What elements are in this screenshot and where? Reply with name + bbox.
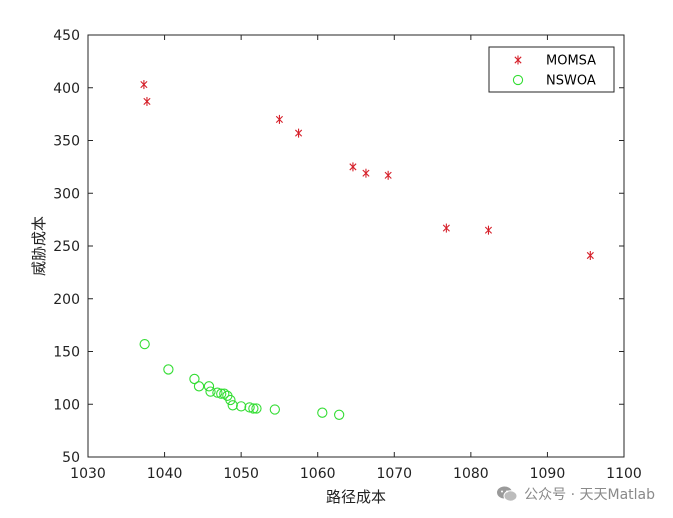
series-momsa [140,80,594,260]
y-tick-label: 450 [53,28,80,44]
legend-marker-momsa [514,55,522,65]
x-tick-label: 1100 [606,466,642,482]
point-momsa [484,225,493,235]
point-nswoa [189,373,200,385]
point-nswoa [235,401,247,412]
point-nswoa [139,338,150,350]
legend-label-momsa: MOMSA [546,54,596,69]
legend-entries: MOMSA NSWOA [512,54,596,89]
x-axis-label: 路径成本 [326,488,386,506]
x-tick-label: 1040 [147,466,183,482]
point-momsa [362,168,370,178]
series-nswoa [139,338,345,420]
data-marks [139,80,594,420]
y-tick-label: 100 [53,397,80,413]
legend: MOMSA NSWOA [488,46,615,93]
y-tick-label: 250 [53,239,80,255]
axis-ticks: 1030 1040 1050 1060 1070 1080 1090 1100 50 100 150… [53,28,642,482]
point-nswoa [227,400,238,411]
y-tick-label: 50 [62,450,80,466]
point-momsa [295,128,303,138]
legend-box [488,46,615,93]
plot-area [88,35,624,457]
plot-frame [87,34,625,458]
point-nswoa [203,381,215,392]
point-nswoa [317,407,328,418]
watermark-text: 公众号 · 天天Matlab [524,487,655,503]
point-nswoa [216,388,227,399]
watermark: 公众号 · 天天Matlab [496,484,655,504]
point-nswoa [248,403,259,414]
point-momsa [143,96,151,106]
point-nswoa [269,404,280,415]
point-nswoa [212,387,223,398]
y-tick-label: 350 [53,134,80,150]
point-momsa [349,162,357,172]
wechat-icon [497,486,518,502]
point-momsa [586,250,594,260]
x-tick-label: 1090 [530,466,566,482]
y-tick-label: 150 [53,345,80,361]
point-nswoa [163,364,174,375]
y-tick-label: 300 [53,186,80,202]
point-nswoa [193,381,205,392]
point-nswoa [219,388,230,399]
point-momsa [140,80,148,90]
x-tick-label: 1030 [70,466,106,482]
point-momsa [275,114,283,124]
x-tick-label: 1080 [453,466,489,482]
point-momsa [384,170,392,180]
x-tick-label: 1070 [376,466,412,482]
legend-label-nswoa: NSWOA [546,74,596,89]
y-axis-label: 威胁成本 [30,216,48,276]
point-nswoa [244,402,255,413]
point-momsa [442,223,450,233]
x-tick-label: 1050 [223,466,259,482]
point-nswoa [225,394,236,406]
y-tick-label: 200 [53,292,80,308]
point-nswoa [205,386,216,397]
point-nswoa [251,403,262,414]
legend-marker-nswoa [512,74,524,86]
x-tick-label: 1060 [300,466,336,482]
y-tick-label: 400 [53,81,80,97]
point-nswoa [334,409,345,420]
